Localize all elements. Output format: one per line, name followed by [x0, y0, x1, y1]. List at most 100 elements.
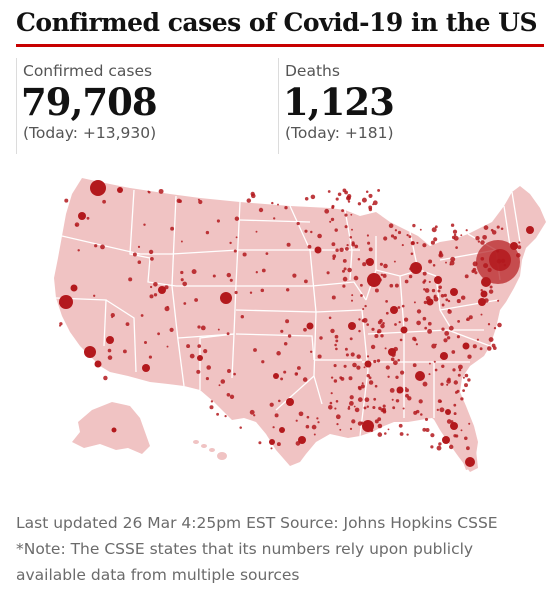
county-case-marker [149, 294, 154, 299]
county-case-marker [468, 315, 473, 320]
county-case-marker [408, 235, 412, 239]
county-case-marker [450, 256, 456, 262]
county-case-marker [497, 299, 500, 302]
county-case-marker [183, 302, 187, 305]
county-case-marker [205, 377, 209, 381]
county-case-marker [273, 217, 276, 220]
county-case-marker [453, 235, 459, 241]
county-case-marker [428, 280, 431, 283]
county-case-marker [284, 206, 288, 210]
county-case-marker [425, 428, 430, 432]
county-case-marker [422, 280, 426, 284]
case-marker-miami [465, 457, 475, 467]
county-case-marker [472, 344, 477, 349]
county-case-marker [447, 309, 451, 312]
county-case-marker [443, 293, 447, 298]
county-case-marker [517, 245, 522, 250]
case-marker-raleigh [462, 342, 470, 350]
county-case-marker [349, 337, 353, 341]
county-case-marker [501, 258, 506, 263]
county-case-marker [446, 336, 451, 340]
county-case-marker [258, 441, 262, 445]
county-case-marker [330, 328, 335, 334]
county-case-marker [476, 338, 479, 341]
county-case-marker [368, 207, 373, 212]
county-case-marker [464, 383, 468, 388]
county-case-marker [164, 285, 169, 290]
county-case-marker [311, 424, 317, 430]
county-case-marker [433, 296, 436, 299]
county-case-marker [86, 216, 90, 220]
case-marker-salt-lake [158, 286, 166, 294]
county-case-marker [445, 298, 449, 302]
county-case-marker [304, 197, 309, 201]
county-case-marker [358, 318, 361, 321]
county-case-marker [271, 201, 274, 205]
county-case-marker [382, 321, 385, 325]
deaths-today: (Today: +181) [285, 124, 394, 142]
county-case-marker [189, 353, 195, 359]
county-case-marker [480, 313, 483, 316]
county-case-marker [298, 411, 304, 417]
county-case-marker [447, 377, 451, 382]
county-case-marker [178, 199, 182, 204]
county-case-marker [361, 382, 364, 385]
county-case-marker [166, 345, 169, 348]
county-case-marker [400, 370, 405, 375]
county-case-marker [394, 323, 397, 326]
county-case-marker [358, 329, 361, 333]
county-case-marker [493, 326, 497, 330]
county-case-marker [150, 257, 154, 261]
county-case-marker [363, 406, 367, 410]
county-case-marker [335, 339, 339, 343]
county-case-marker [457, 364, 463, 370]
county-case-marker [360, 294, 363, 297]
county-case-marker [398, 423, 403, 428]
county-case-marker [334, 407, 337, 410]
county-case-marker [200, 325, 206, 331]
county-case-marker [339, 376, 343, 380]
county-case-marker [480, 288, 483, 292]
county-case-marker [436, 445, 442, 451]
county-case-marker [439, 250, 442, 253]
case-marker-san-diego [94, 360, 102, 368]
county-case-marker [296, 221, 300, 226]
county-case-marker [440, 382, 444, 386]
county-case-marker [365, 259, 371, 264]
county-case-marker [383, 236, 388, 241]
county-case-marker [475, 236, 480, 241]
county-case-marker [370, 344, 376, 350]
county-case-marker [94, 244, 98, 248]
county-case-marker [349, 236, 353, 239]
county-case-marker [395, 375, 399, 379]
county-case-marker [457, 373, 461, 377]
county-case-marker [339, 428, 342, 431]
county-case-marker [423, 288, 426, 291]
case-markers [59, 180, 534, 467]
county-case-marker [351, 419, 356, 424]
county-case-marker [399, 338, 403, 342]
county-case-marker [491, 343, 496, 348]
county-case-marker [388, 223, 394, 228]
case-marker-dallas [286, 398, 294, 406]
county-case-marker [451, 291, 455, 295]
county-case-marker [180, 270, 184, 275]
county-case-marker [330, 392, 333, 395]
county-case-marker [270, 447, 273, 450]
county-case-marker [334, 228, 338, 232]
county-case-marker [296, 366, 301, 370]
county-case-marker [198, 199, 203, 205]
case-marker-phoenix [142, 364, 150, 372]
county-case-marker [471, 269, 475, 273]
county-case-marker [432, 264, 436, 267]
county-case-marker [353, 275, 359, 281]
county-case-marker [413, 338, 417, 342]
county-case-marker [330, 376, 334, 379]
county-case-marker [107, 355, 113, 360]
county-case-marker [103, 375, 108, 381]
county-case-marker [344, 225, 348, 229]
case-marker-kc [306, 322, 314, 330]
county-case-marker [393, 235, 398, 240]
case-marker-seattle [90, 180, 106, 196]
county-case-marker [395, 399, 400, 403]
